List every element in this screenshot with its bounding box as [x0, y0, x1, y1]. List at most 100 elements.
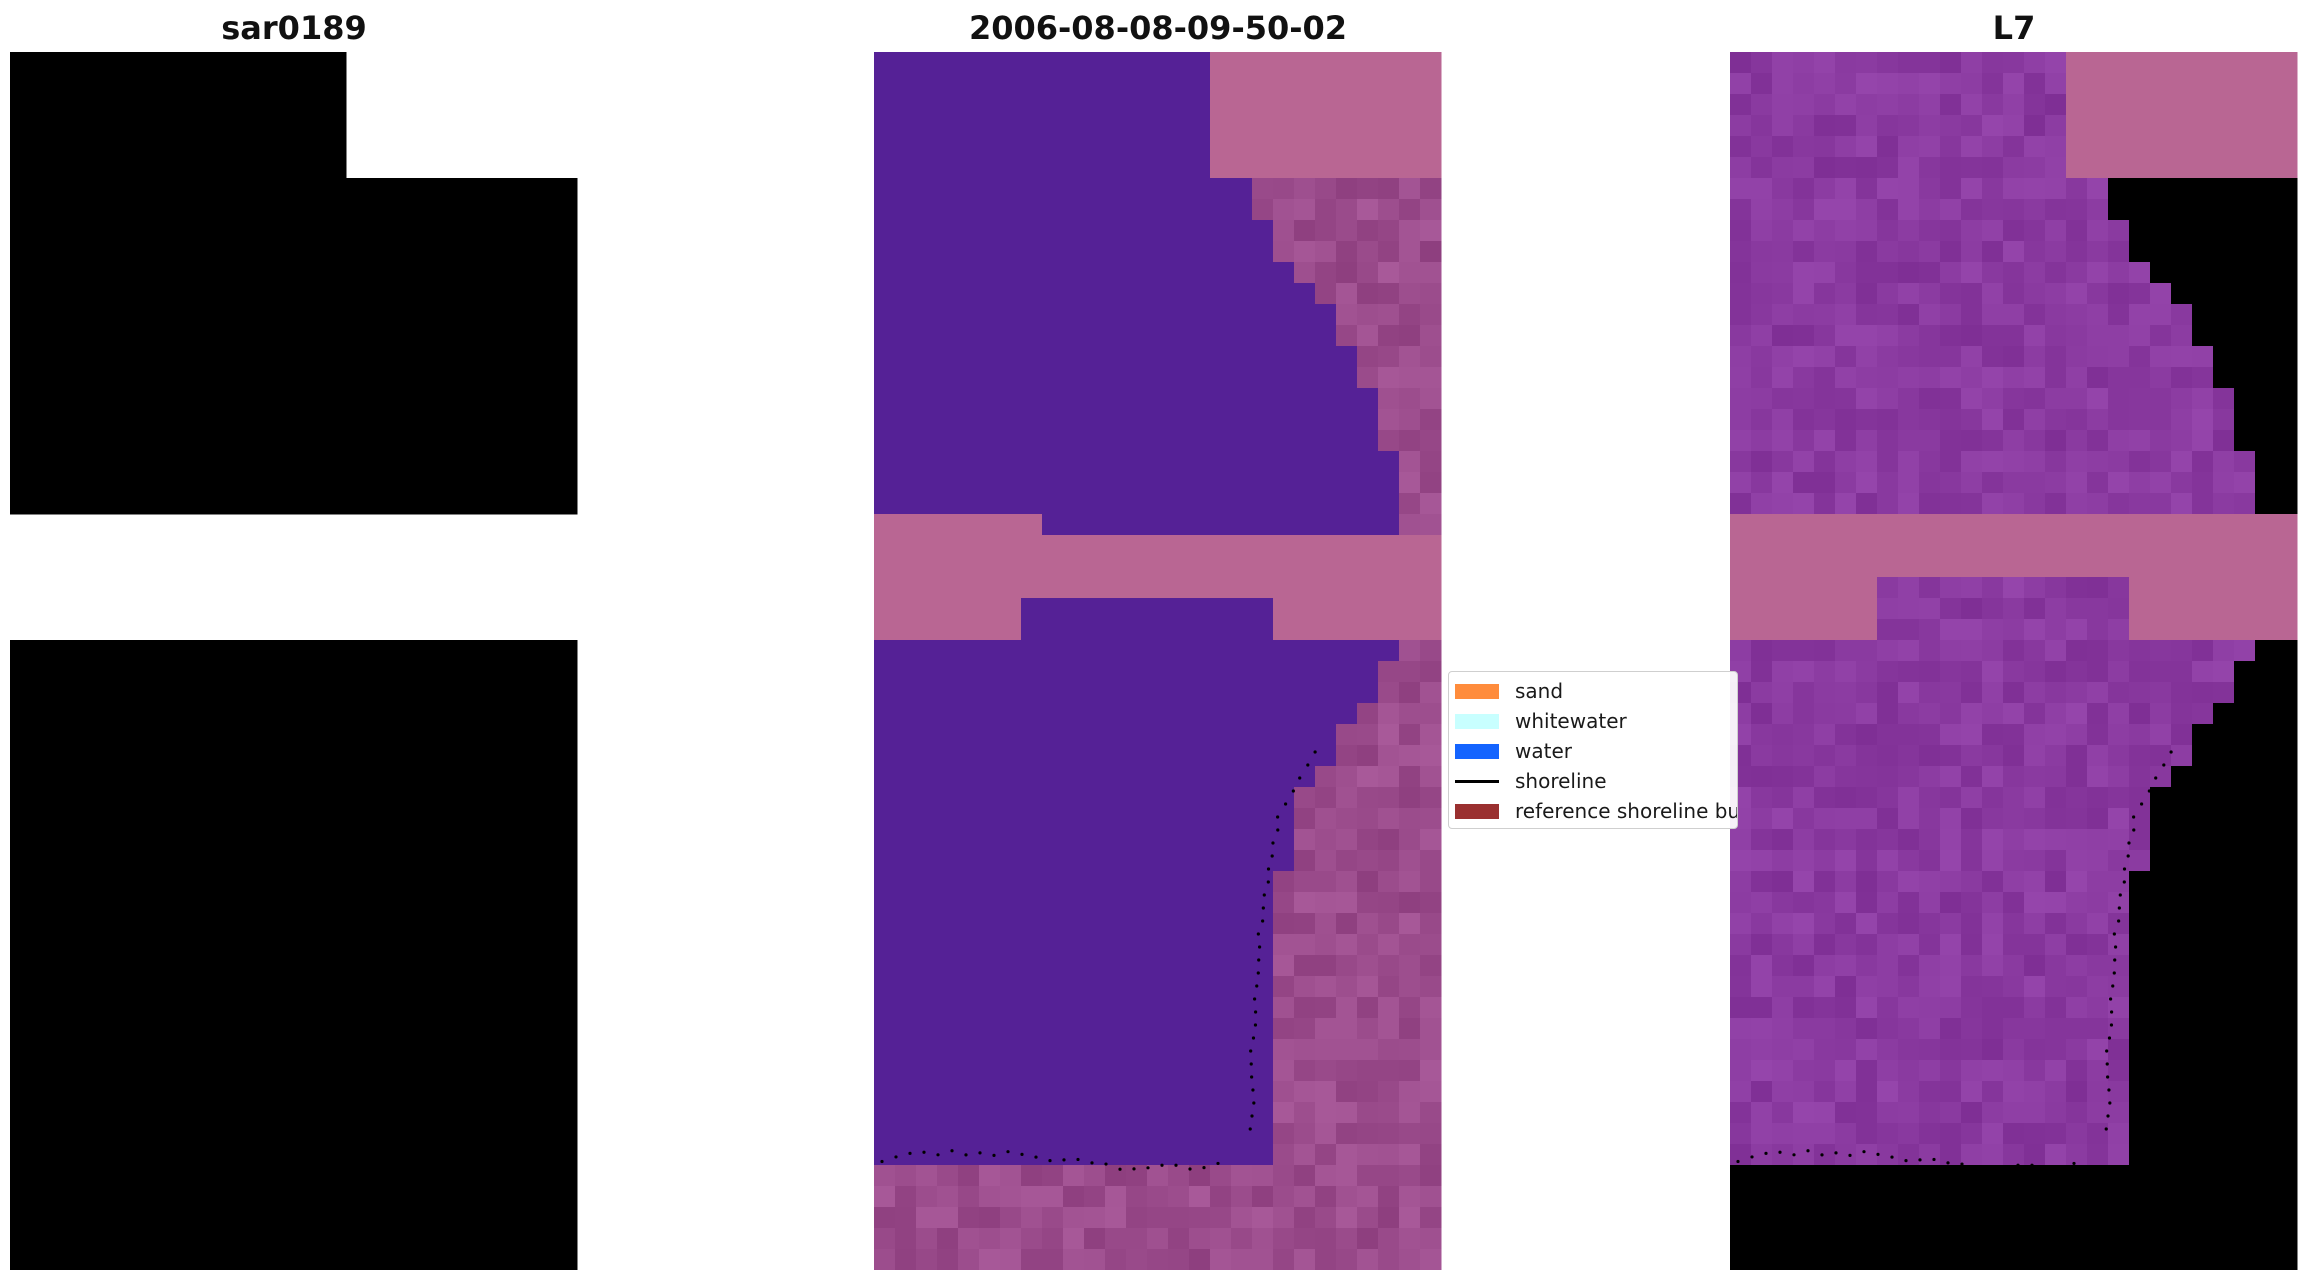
raster-cell: [1147, 724, 1169, 746]
raster-cell: [1336, 325, 1358, 347]
raster-cell: [2171, 934, 2193, 956]
raster-cell: [262, 1207, 284, 1229]
raster-cell: [325, 1039, 347, 1061]
raster-cell: [178, 1039, 200, 1061]
raster-cell: [451, 241, 473, 263]
raster-cell: [1982, 535, 2004, 557]
shoreline-point: [310, 1163, 314, 1167]
raster-cell: [1961, 661, 1983, 683]
raster-cell: [2087, 661, 2109, 683]
raster-cell: [1273, 640, 1295, 662]
raster-cell: [1063, 304, 1085, 326]
raster-cell: [2066, 1207, 2088, 1229]
raster-cell: [2066, 535, 2088, 557]
raster-cell: [937, 703, 959, 725]
raster-cell: [1168, 283, 1190, 305]
raster-cell: [2213, 199, 2235, 221]
raster-cell: [31, 178, 53, 200]
shoreline-point: [389, 1010, 394, 1014]
raster-cell: [1856, 745, 1878, 767]
raster-cell: [2024, 850, 2046, 872]
raster-cell: [283, 115, 305, 137]
raster-cell: [1126, 1102, 1148, 1124]
raster-cell: [1189, 976, 1211, 998]
raster-cell: [1772, 325, 1794, 347]
raster-cell: [2003, 262, 2025, 284]
raster-cell: [1814, 178, 1836, 200]
raster-cell: [2276, 409, 2298, 431]
raster-cell: [493, 745, 515, 767]
raster-cell: [1751, 682, 1773, 704]
raster-cell: [1835, 955, 1857, 977]
shoreline-point: [2105, 1049, 2109, 1053]
raster-cell: [1919, 1144, 1941, 1166]
raster-cell: [199, 661, 221, 683]
raster-cell: [31, 1207, 53, 1229]
raster-cell: [1793, 745, 1815, 767]
raster-cell: [346, 850, 368, 872]
raster-cell: [916, 346, 938, 368]
raster-cell: [2045, 472, 2067, 494]
raster-cell: [1273, 661, 1295, 683]
raster-cell: [1835, 1144, 1857, 1166]
raster-cell: [895, 577, 917, 599]
raster-cell: [115, 262, 137, 284]
raster-cell: [1856, 598, 1878, 620]
raster-cell: [514, 1060, 536, 1082]
raster-cell: [1399, 493, 1421, 515]
raster-cell: [556, 934, 578, 956]
raster-cell: [115, 136, 137, 158]
raster-cell: [1730, 220, 1752, 242]
raster-cell: [73, 850, 95, 872]
raster-cell: [2213, 892, 2235, 914]
raster-cell: [2150, 598, 2172, 620]
raster-cell: [2276, 514, 2298, 536]
raster-cell: [1877, 304, 1899, 326]
raster-cell: [1294, 1207, 1316, 1229]
raster-cell: [1021, 472, 1043, 494]
raster-cell: [199, 1144, 221, 1166]
raster-cell: [1420, 283, 1442, 305]
raster-cell: [2108, 199, 2130, 221]
raster-cell: [1940, 514, 1962, 536]
raster-cell: [2087, 388, 2109, 410]
raster-cell: [409, 493, 431, 515]
raster-cell: [2171, 451, 2193, 473]
raster-cell: [2234, 745, 2256, 767]
raster-cell: [2129, 703, 2151, 725]
raster-cell: [1751, 1249, 1773, 1270]
raster-cell: [1378, 1123, 1400, 1145]
raster-cell: [2129, 640, 2151, 662]
raster-cell: [1336, 766, 1358, 788]
raster-cell: [1357, 745, 1379, 767]
raster-cell: [241, 913, 263, 935]
raster-cell: [1021, 283, 1043, 305]
raster-cell: [346, 409, 368, 431]
raster-cell: [94, 52, 116, 74]
raster-cell: [94, 724, 116, 746]
raster-cell: [2234, 493, 2256, 515]
raster-cell: [325, 430, 347, 452]
raster-cell: [1000, 1039, 1022, 1061]
raster-cell: [1399, 598, 1421, 620]
raster-cell: [1919, 94, 1941, 116]
raster-cell: [1772, 808, 1794, 830]
raster-cell: [1835, 892, 1857, 914]
raster-cell: [2129, 955, 2151, 977]
raster-cell: [1315, 1123, 1337, 1145]
raster-cell: [346, 766, 368, 788]
raster-cell: [430, 472, 452, 494]
raster-cell: [1730, 997, 1752, 1019]
raster-cell: [1835, 703, 1857, 725]
raster-cell: [1961, 577, 1983, 599]
raster-cell: [2192, 661, 2214, 683]
raster-cell: [2255, 640, 2277, 662]
raster-cell: [2171, 1186, 2193, 1208]
shoreline-point: [880, 1159, 884, 1164]
raster-cell: [2045, 850, 2067, 872]
raster-cell: [2192, 1207, 2214, 1229]
raster-cell: [1210, 52, 1232, 74]
raster-cell: [1294, 682, 1316, 704]
raster-cell: [1315, 682, 1337, 704]
raster-cell: [2003, 1081, 2025, 1103]
